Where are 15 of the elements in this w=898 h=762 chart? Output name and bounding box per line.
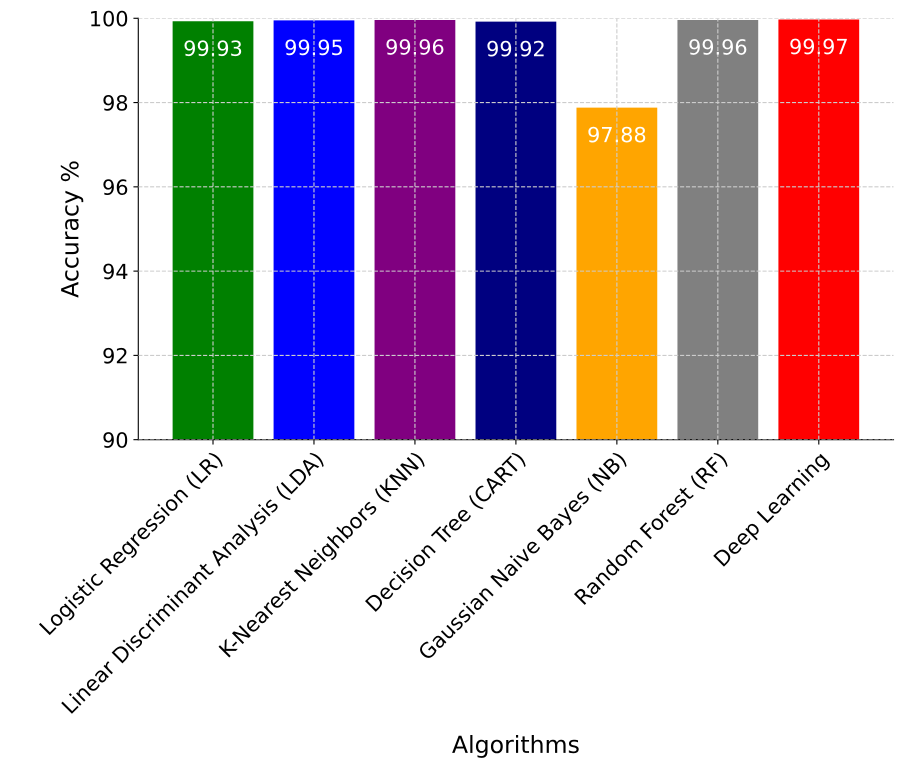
data-label: 99.93	[184, 40, 242, 56]
y-tick-label: 90	[103, 432, 128, 448]
data-label: 99.96	[689, 39, 746, 55]
y-tick-label: 98	[103, 95, 128, 111]
y-tick-label: 92	[103, 348, 126, 364]
x-axis-title: Algorithms	[452, 734, 579, 758]
y-tick-label: 94	[103, 264, 128, 280]
data-label: 99.95	[285, 39, 342, 56]
y-tick-label: 96	[103, 179, 128, 196]
data-label: 99.96	[386, 39, 444, 55]
y-axis-title: Accuracy %	[60, 161, 84, 298]
data-label: 99.92	[487, 40, 544, 57]
data-label: 99.97	[790, 38, 847, 54]
data-label: 97.88	[588, 126, 646, 142]
y-tick-label: 100	[91, 10, 128, 26]
